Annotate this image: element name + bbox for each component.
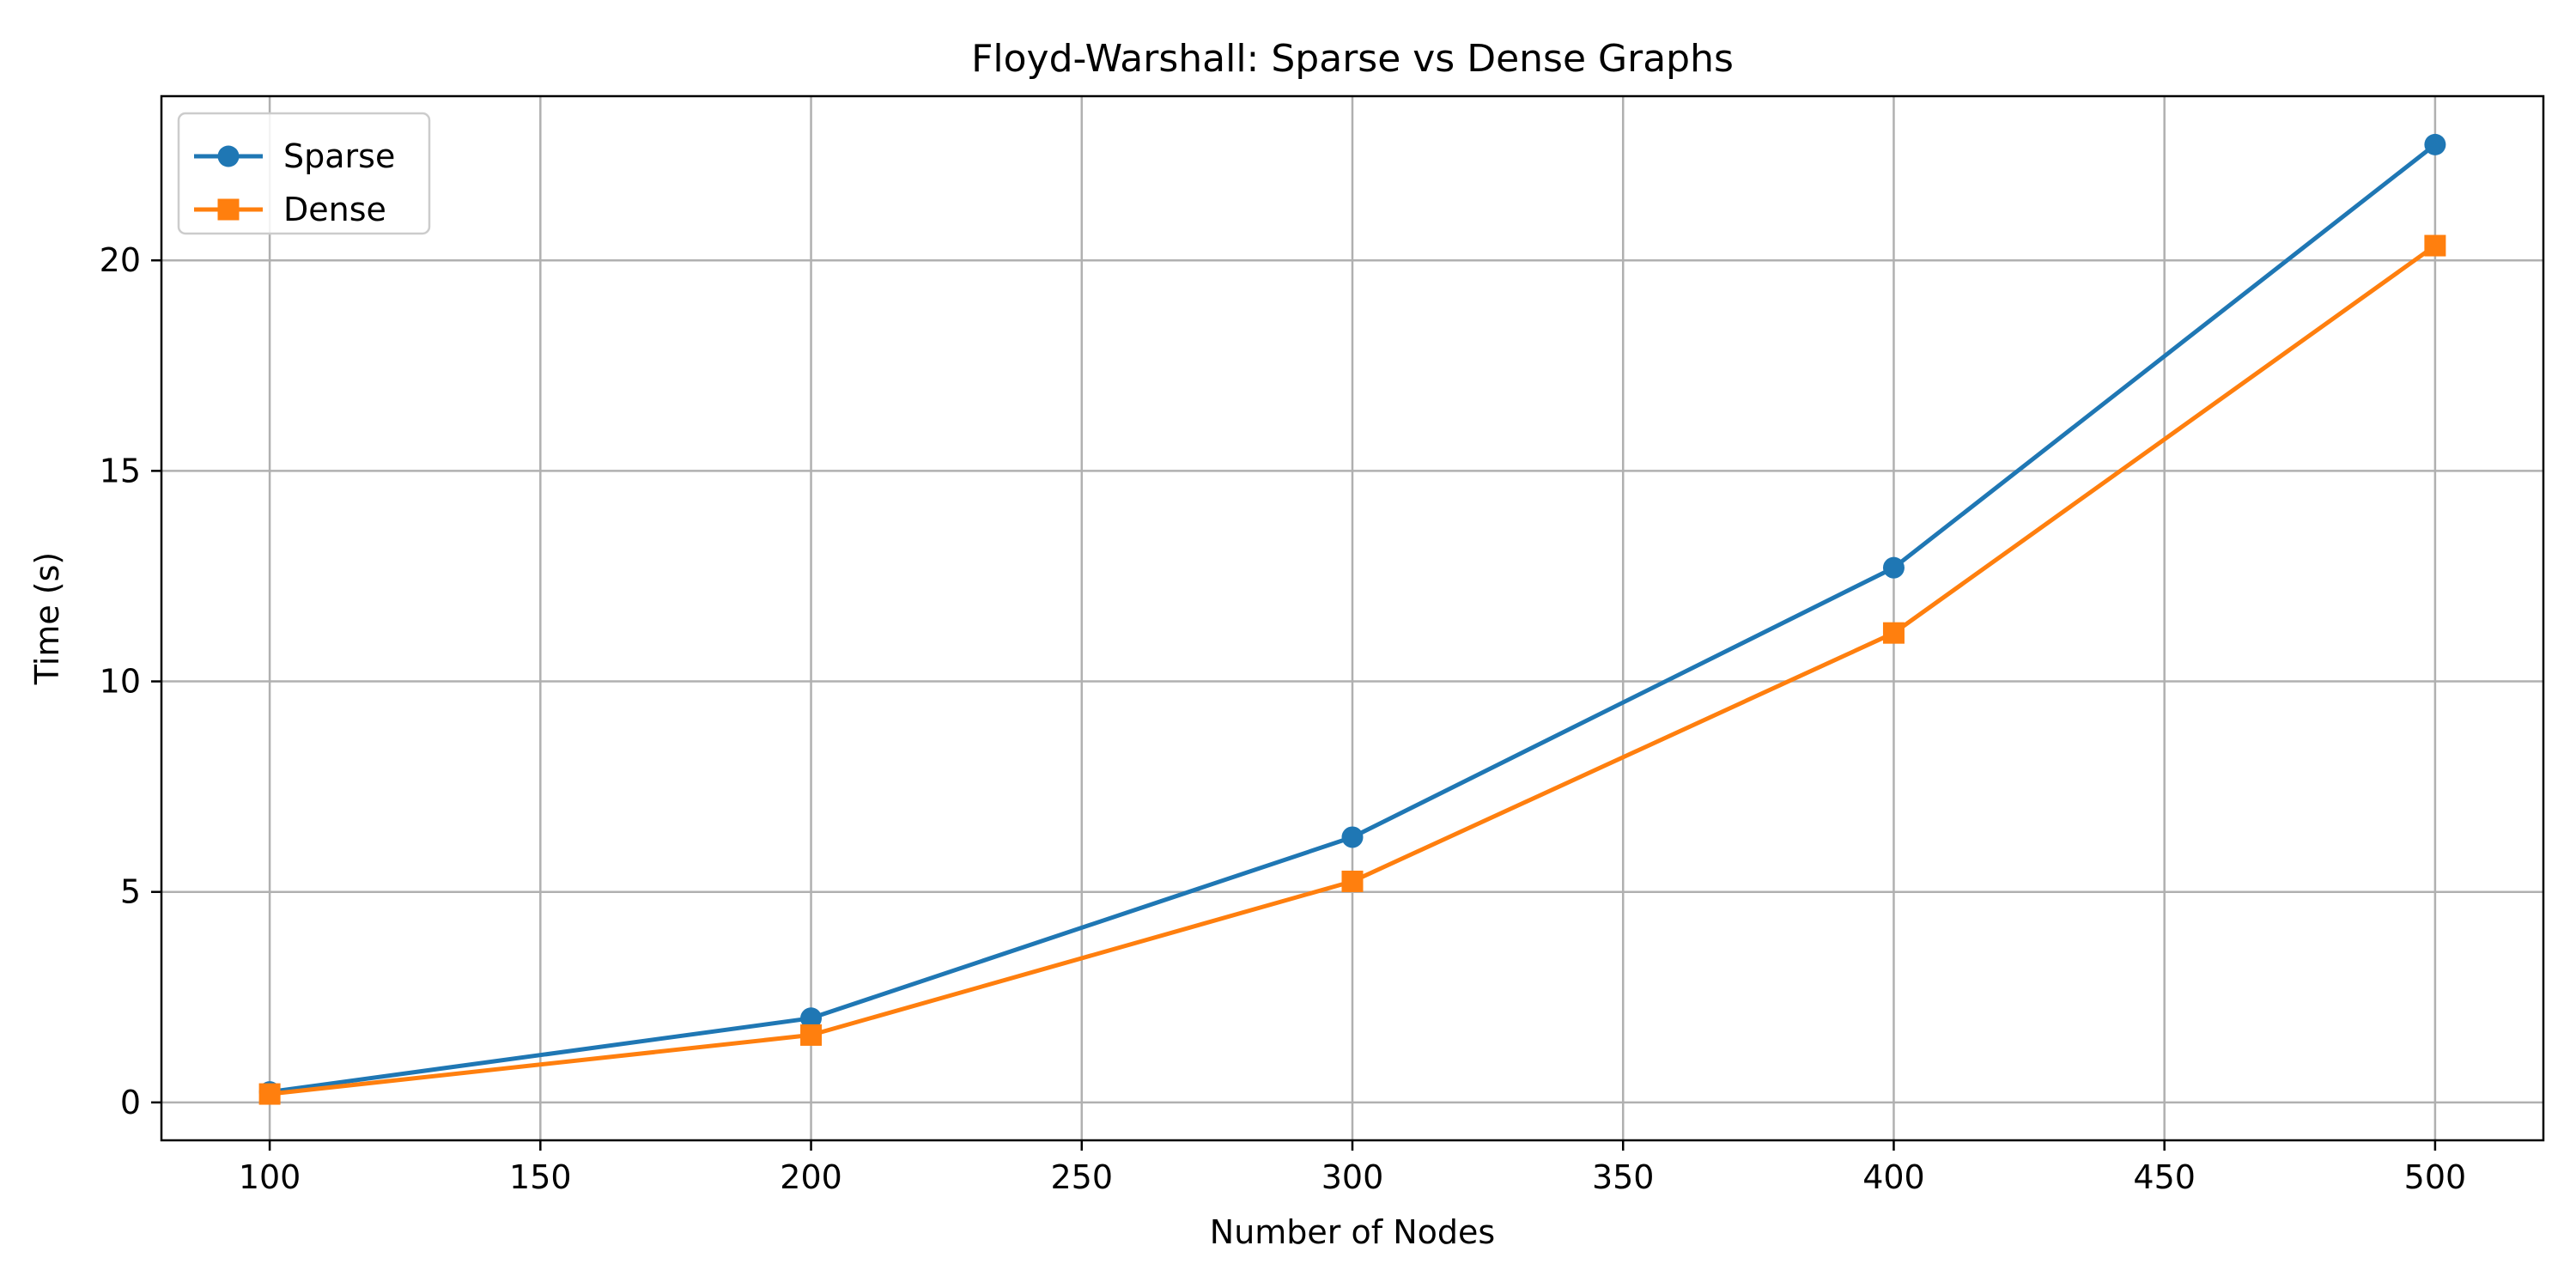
data-point-dense — [1882, 622, 1905, 644]
data-point-sparse — [1341, 826, 1364, 848]
legend-box — [177, 112, 431, 235]
data-point-sparse — [1882, 556, 1905, 579]
y-tick-label: 20 — [100, 241, 141, 279]
series-layer — [258, 133, 2446, 1105]
x-tick-label: 400 — [1862, 1158, 1925, 1196]
data-point-dense — [800, 1024, 823, 1046]
legend-label: Sparse — [283, 137, 395, 175]
x-tick-label: 450 — [2133, 1158, 2196, 1196]
y-tick-label: 10 — [100, 663, 141, 701]
x-tick-label: 350 — [1592, 1158, 1655, 1196]
legend-item-sparse: Sparse — [194, 137, 395, 175]
x-tick-label: 100 — [239, 1158, 301, 1196]
y-tick-label: 15 — [100, 452, 141, 489]
x-axis-label: Number of Nodes — [1210, 1213, 1495, 1251]
data-point-dense — [1341, 870, 1364, 892]
data-point-dense — [2424, 234, 2446, 257]
chart-title: Floyd-Warshall: Sparse vs Dense Graphs — [971, 37, 1734, 81]
data-point-sparse — [2424, 133, 2446, 155]
x-tick-label: 500 — [2404, 1158, 2467, 1196]
y-tick-label: 5 — [120, 873, 141, 911]
x-tick-label: 300 — [1321, 1158, 1384, 1196]
y-axis-label: Time (s) — [28, 552, 66, 686]
series-dense — [258, 234, 2446, 1105]
legend-label: Dense — [283, 191, 386, 228]
legend: Sparse Dense — [177, 112, 431, 235]
legend-item-dense: Dense — [194, 191, 386, 228]
x-tick-label: 200 — [780, 1158, 842, 1196]
ticks: 100 150 200 250 300 350 400 450 500 0 5 10 15 20 — [100, 241, 2467, 1196]
legend-marker — [217, 198, 240, 221]
x-tick-label: 250 — [1051, 1158, 1114, 1196]
data-point-sparse — [800, 1007, 823, 1030]
legend-marker — [217, 145, 240, 167]
y-tick-label: 0 — [120, 1084, 141, 1121]
x-tick-label: 150 — [509, 1158, 572, 1196]
data-point-dense — [258, 1083, 281, 1105]
